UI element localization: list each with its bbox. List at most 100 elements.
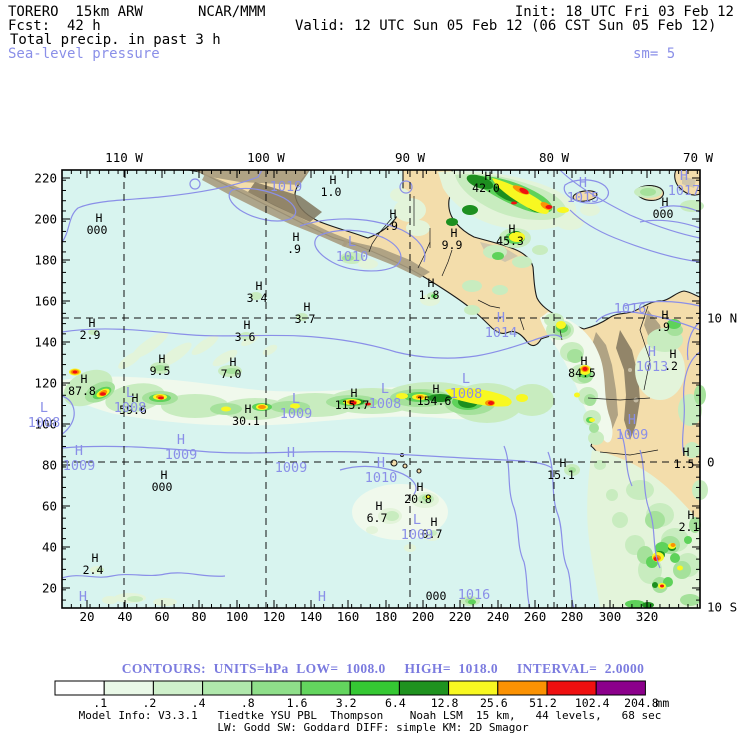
colorbar-tick-label: .4 [192, 696, 206, 710]
axis-ticks [61, 169, 700, 608]
precip-max-label: 000 [152, 480, 173, 494]
precip-max-label: H [161, 468, 168, 482]
precip-max-label: H [256, 279, 263, 293]
model-title: TORERO 15km ARW [8, 4, 143, 20]
pressure-center-label: 1008 [114, 400, 147, 416]
pressure-center-label: L [348, 234, 356, 250]
pressure-center-label: L [126, 385, 134, 401]
pressure-center-label: H [79, 589, 87, 605]
map-frame [61, 169, 701, 609]
x-axis-tick-label: 20 [79, 609, 94, 624]
colorbar-segment [497, 680, 548, 696]
precip-max-label: H [509, 222, 516, 236]
x-axis-tick-label: 80 [191, 609, 206, 624]
precip-max-label: 000 [87, 223, 108, 237]
longitude-label: 100 W [247, 150, 285, 165]
colorbar: .1 .2 .4 .8 1.6 3.2 6.4 12.8 25.6 51.2 102.4 204.8m… [54, 680, 669, 710]
pressure-center-label: H [177, 432, 185, 448]
precip-max-label: 2.1 [679, 520, 700, 534]
pressure-center-label: H [318, 589, 326, 605]
field-title: Total precip. in past 3 h [10, 32, 221, 48]
precip-max-label: 42.0 [472, 181, 500, 195]
colorbar-segment [300, 680, 351, 696]
colorbar-tick-label: .8 [241, 696, 255, 710]
contour-legend-text: CONTOURS: UNITS=hPa LOW= 1008.0 HIGH= 10… [122, 661, 645, 676]
pressure-center-label: 1008 [369, 396, 402, 412]
precip-max-label: 59.6 [119, 403, 147, 417]
precip-max-label: 9.9 [442, 238, 463, 252]
precip-max-label: 154.6 [417, 394, 452, 408]
pressure-center-label: H [648, 344, 656, 360]
colorbar-segment [448, 680, 499, 696]
colorbar-tick-label: 102.4 [575, 696, 610, 710]
precip-max-label: 9.5 [150, 364, 171, 378]
precip-max-label: H [451, 226, 458, 240]
y-axis-tick-label: 100 [34, 417, 57, 432]
pressure-center-label: 1009 [401, 527, 434, 543]
precip-max-label: H [662, 308, 669, 322]
precip-max-label: .9 [384, 219, 398, 233]
precip-max-label: 000 [653, 207, 674, 221]
pressure-center-label: 1010 [365, 470, 398, 486]
colorbar-tick-label: 12.8 [431, 696, 459, 710]
precip-max-label: H [390, 207, 397, 221]
pressure-center-label: L [381, 381, 389, 397]
precip-max-label: H [581, 354, 588, 368]
pressure-center-label: H [680, 168, 688, 184]
precip-max-label: H [662, 195, 669, 209]
latlon-gridlines [62, 170, 700, 608]
latitude-label: 10 N [707, 311, 737, 326]
precip-max-label: 20.8 [404, 492, 432, 506]
colorbar-tick-label: 6.4 [385, 696, 406, 710]
colorbar-segment [152, 680, 204, 696]
colorbar-tick-label: .2 [142, 696, 156, 710]
precip-max-label: 84.5 [568, 366, 596, 380]
pressure-center-label: 1009 [63, 458, 96, 474]
forecast-hour: Fcst: 42 h [8, 18, 101, 34]
colorbar-tick-label: .1 [93, 696, 107, 710]
colorbar-segment [349, 680, 400, 696]
pressure-center-label: 1019 [270, 179, 303, 195]
precip-max-label: .9 [287, 242, 301, 256]
y-axis-tick-label: 120 [34, 376, 57, 391]
x-axis-tick-label: 120 [263, 609, 286, 624]
longitude-label: 90 W [395, 150, 426, 165]
colorbar-tick-label: 204.8 [624, 696, 659, 710]
x-axis-tick-label: 100 [226, 609, 249, 624]
overlay-title: Sea-level pressure [8, 46, 160, 62]
model-info-line2: LW: Godd SW: Goddard DIFF: simple KM: 2D… [217, 721, 529, 734]
x-axis-tick-label: 40 [117, 609, 132, 624]
x-axis-tick-label: 280 [561, 609, 584, 624]
colorbar-unit-label: mm [655, 696, 669, 710]
pressure-center-label: H [579, 175, 587, 191]
pressure-center-label: 1008 [450, 386, 483, 402]
precip-max-label: 30.1 [232, 414, 260, 428]
pressure-center-label: L [413, 512, 421, 528]
precip-max-label: 7.0 [221, 367, 242, 381]
colorbar-segment [103, 680, 154, 696]
y-axis-tick-label: 220 [34, 171, 57, 186]
pressure-center-label: H [497, 310, 505, 326]
precip-max-label: 87.8 [68, 384, 96, 398]
header: TORERO 15km ARW NCAR/MMM Init: 18 UTC Fr… [8, 4, 734, 62]
pressure-center-label: 1014 [485, 325, 518, 341]
precip-max-label: H [304, 300, 311, 314]
y-axis-tick-label: 40 [42, 540, 57, 555]
x-axis-tick-label: 240 [487, 609, 510, 624]
x-axis-tick-label: 180 [375, 609, 398, 624]
precip-max-label: 1.0 [321, 185, 342, 199]
pressure-center-label: H [287, 445, 295, 461]
pressure-center-label: 1008 [28, 415, 61, 431]
precip-max-label: 1.5 [674, 457, 695, 471]
y-axis-tick-label: 60 [42, 499, 57, 514]
x-axis-tick-label: 140 [300, 609, 323, 624]
pressure-center-label: H [628, 412, 636, 428]
longitude-label: 70 W [683, 150, 714, 165]
precip-max-label: 3.6 [235, 330, 256, 344]
pressure-center-label: 1009 [280, 406, 313, 422]
x-axis-tick-label: 200 [412, 609, 435, 624]
colorbar-segment [546, 680, 597, 696]
pressure-center-label: L [462, 371, 470, 387]
y-axis-tick-label: 140 [34, 335, 57, 350]
